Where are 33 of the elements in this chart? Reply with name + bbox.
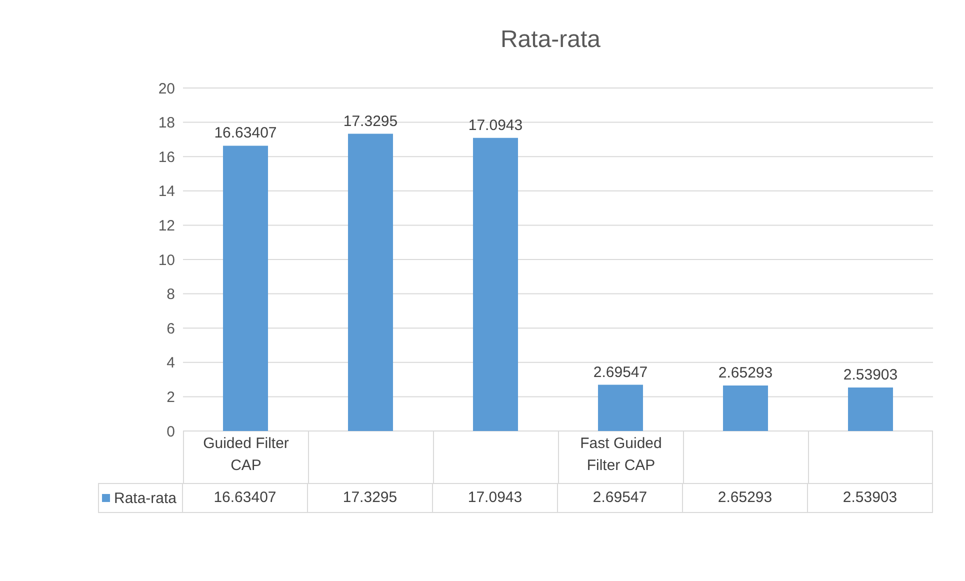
text: 2.65293 xyxy=(683,483,808,513)
text: 17.3295 xyxy=(308,483,433,513)
bar xyxy=(723,386,768,431)
y-tick-label: 18 xyxy=(158,114,175,132)
bar xyxy=(223,146,268,431)
bar xyxy=(848,387,893,431)
chart-title: Rata-rata xyxy=(499,25,602,55)
y-tick-label: 6 xyxy=(166,320,175,338)
y-tick-label: 10 xyxy=(158,252,175,269)
y-tick-label: 0 xyxy=(166,423,175,440)
text: 17.0943 xyxy=(433,483,558,513)
data-label: 2.53903 xyxy=(843,366,898,384)
data-label: 2.65293 xyxy=(718,364,773,382)
y-tick-label: 8 xyxy=(166,286,175,304)
x-tick-label: Guided Filter CAP xyxy=(202,434,290,476)
x-tick-label: Fast Guided Filter CAP xyxy=(579,434,663,476)
text: 2.53903 xyxy=(808,483,933,513)
data-label: 2.69547 xyxy=(593,364,648,381)
y-tick-label: 14 xyxy=(158,183,175,200)
data-label: 17.0943 xyxy=(468,116,523,134)
text: 16.63407 xyxy=(183,483,308,513)
text: 2.69547 xyxy=(558,483,683,513)
y-tick-label: 4 xyxy=(166,354,175,372)
data-label: 17.3295 xyxy=(343,112,398,130)
y-tick-label: 16 xyxy=(158,148,175,166)
bar xyxy=(348,134,393,431)
bar xyxy=(473,138,518,431)
data-label: 16.63407 xyxy=(214,124,277,142)
y-tick-label: 12 xyxy=(158,218,175,235)
y-tick-label: 2 xyxy=(166,389,175,406)
bar xyxy=(598,384,643,431)
legend-label: Rata-rata xyxy=(114,490,177,506)
y-tick-label: 20 xyxy=(158,80,175,98)
